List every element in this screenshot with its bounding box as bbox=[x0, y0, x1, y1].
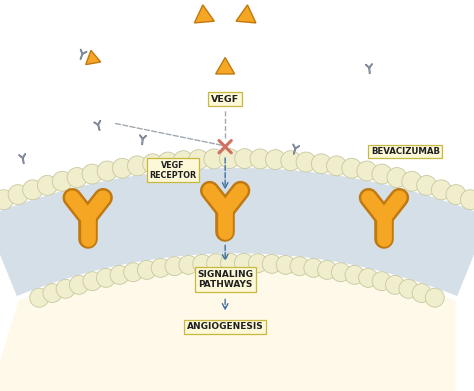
Circle shape bbox=[30, 288, 49, 307]
Circle shape bbox=[417, 176, 437, 196]
Circle shape bbox=[56, 279, 75, 298]
Circle shape bbox=[281, 151, 301, 170]
Circle shape bbox=[112, 158, 132, 178]
Circle shape bbox=[67, 168, 87, 187]
Circle shape bbox=[124, 263, 143, 282]
Circle shape bbox=[207, 254, 226, 273]
Circle shape bbox=[296, 152, 316, 172]
Circle shape bbox=[70, 275, 89, 294]
Circle shape bbox=[387, 168, 407, 187]
Circle shape bbox=[23, 180, 43, 200]
Circle shape bbox=[412, 283, 431, 303]
Circle shape bbox=[431, 180, 451, 200]
Circle shape bbox=[43, 283, 62, 303]
Circle shape bbox=[425, 288, 444, 307]
Text: SIGNALING
PATHWAYS: SIGNALING PATHWAYS bbox=[197, 270, 253, 289]
Circle shape bbox=[235, 253, 254, 272]
Circle shape bbox=[276, 255, 295, 274]
Circle shape bbox=[128, 156, 147, 176]
Circle shape bbox=[342, 158, 362, 178]
Circle shape bbox=[37, 176, 57, 196]
Text: VEGF
RECEPTOR: VEGF RECEPTOR bbox=[149, 161, 197, 180]
Circle shape bbox=[248, 254, 267, 273]
Circle shape bbox=[399, 279, 418, 298]
Circle shape bbox=[151, 258, 170, 277]
Circle shape bbox=[96, 268, 115, 287]
Circle shape bbox=[83, 272, 102, 291]
Circle shape bbox=[372, 272, 391, 291]
Polygon shape bbox=[216, 57, 235, 74]
Text: BEVACIZUMAB: BEVACIZUMAB bbox=[371, 147, 440, 156]
Circle shape bbox=[220, 253, 239, 272]
Circle shape bbox=[137, 260, 156, 279]
Text: VEGF: VEGF bbox=[211, 95, 239, 104]
Circle shape bbox=[311, 154, 331, 174]
Polygon shape bbox=[236, 5, 256, 23]
Circle shape bbox=[158, 152, 178, 172]
Circle shape bbox=[165, 257, 184, 276]
Circle shape bbox=[97, 161, 117, 181]
Circle shape bbox=[290, 257, 309, 276]
Circle shape bbox=[331, 263, 350, 282]
Circle shape bbox=[193, 255, 212, 273]
Polygon shape bbox=[86, 50, 100, 65]
Circle shape bbox=[52, 171, 72, 191]
Circle shape bbox=[82, 164, 102, 184]
Polygon shape bbox=[0, 168, 474, 296]
Circle shape bbox=[204, 149, 224, 169]
Text: ANGIOGENESIS: ANGIOGENESIS bbox=[187, 322, 264, 331]
Circle shape bbox=[173, 151, 193, 170]
Circle shape bbox=[345, 265, 364, 284]
Circle shape bbox=[304, 258, 323, 277]
Circle shape bbox=[189, 150, 209, 170]
Circle shape bbox=[446, 185, 466, 204]
Polygon shape bbox=[194, 5, 214, 23]
Circle shape bbox=[359, 268, 378, 287]
Circle shape bbox=[8, 185, 28, 204]
Circle shape bbox=[402, 171, 422, 191]
Circle shape bbox=[110, 265, 129, 284]
Circle shape bbox=[143, 154, 163, 174]
Polygon shape bbox=[0, 258, 474, 391]
Circle shape bbox=[262, 255, 281, 273]
Circle shape bbox=[461, 190, 474, 210]
Circle shape bbox=[0, 190, 13, 210]
Circle shape bbox=[179, 255, 198, 274]
Circle shape bbox=[327, 156, 346, 176]
Circle shape bbox=[385, 275, 404, 294]
Circle shape bbox=[357, 161, 377, 181]
Circle shape bbox=[250, 149, 270, 169]
Circle shape bbox=[372, 164, 392, 184]
Circle shape bbox=[219, 149, 239, 169]
Circle shape bbox=[318, 260, 337, 279]
Circle shape bbox=[235, 149, 255, 169]
Circle shape bbox=[265, 150, 285, 170]
